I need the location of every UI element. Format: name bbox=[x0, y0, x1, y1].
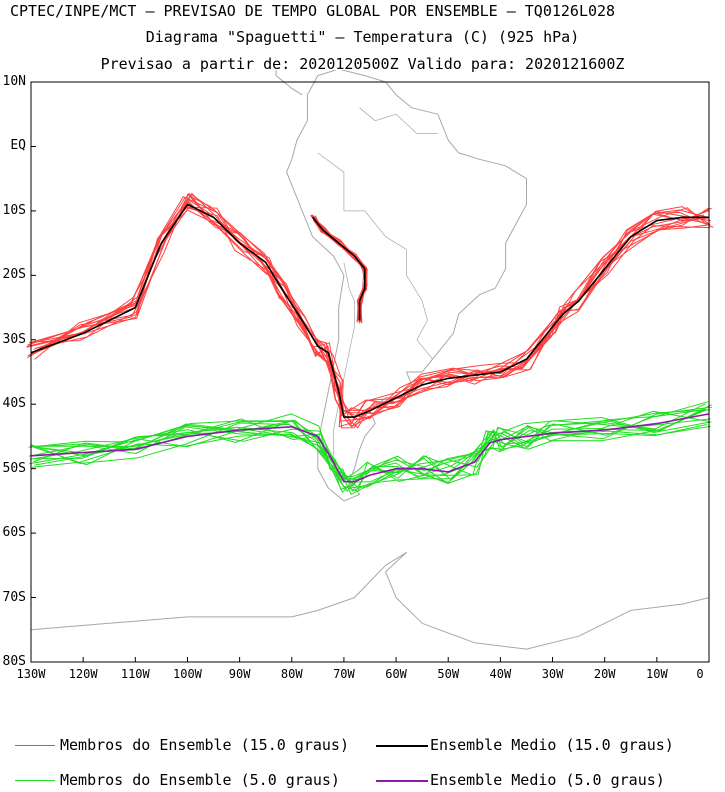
coast-central-america bbox=[275, 70, 303, 96]
lat-label: 10N bbox=[2, 74, 26, 89]
lon-label: 120W bbox=[68, 667, 98, 681]
lon-label: 80W bbox=[280, 667, 303, 681]
legend-swatch-members-15 bbox=[15, 745, 55, 746]
member-5-contour bbox=[31, 409, 711, 481]
lat-label: 20S bbox=[2, 267, 26, 283]
legend-swatch-mean-5 bbox=[376, 780, 428, 782]
member-15-contour bbox=[34, 193, 710, 412]
coast-antarctica bbox=[30, 551, 710, 650]
member-15-andes-contour bbox=[309, 215, 367, 318]
header-title-line1: CPTEC/INPE/MCT – PREVISAO DE TEMPO GLOBA… bbox=[10, 2, 616, 20]
member-15-andes-contour bbox=[311, 214, 365, 321]
lat-label: EQ bbox=[10, 138, 26, 154]
lon-label: 70W bbox=[333, 667, 355, 681]
lat-label: 50S bbox=[2, 460, 26, 476]
axis-ticks bbox=[30, 81, 710, 663]
legend-label-members-5: Membros do Ensemble (5.0 graus) bbox=[60, 771, 340, 789]
member-15-contour bbox=[30, 196, 710, 428]
coast-south-america bbox=[286, 70, 527, 502]
lat-label: 70S bbox=[2, 589, 26, 605]
lon-label: 100W bbox=[173, 667, 202, 681]
country-border bbox=[317, 152, 433, 360]
mean-layer bbox=[30, 203, 710, 483]
header-title-line2: Diagrama "Spaguetti" – Temperatura (C) (… bbox=[145, 28, 580, 46]
member-5-contour bbox=[33, 408, 706, 492]
lon-label: 20W bbox=[593, 667, 616, 681]
lon-label: 30W bbox=[541, 667, 564, 681]
member-15-contour bbox=[35, 209, 707, 429]
lon-label: 50W bbox=[437, 667, 460, 681]
lon-label: 90W bbox=[228, 667, 251, 681]
member-15-contour bbox=[33, 200, 705, 417]
member-15-contour bbox=[30, 193, 711, 428]
lon-label: 10W bbox=[646, 667, 668, 681]
member-15-contour bbox=[27, 206, 714, 416]
lon-label: 40W bbox=[489, 667, 512, 681]
legend-label-members-15: Membros do Ensemble (15.0 graus) bbox=[60, 736, 349, 754]
member-15-contour bbox=[29, 206, 707, 414]
member-5-contour bbox=[34, 419, 711, 490]
lat-label: 10S bbox=[2, 202, 26, 218]
member-5-contour bbox=[32, 420, 712, 489]
mean-15-andes-contour bbox=[311, 216, 366, 321]
legend-swatch-members-5 bbox=[15, 780, 55, 781]
member-15-contour bbox=[30, 196, 711, 426]
lon-label: 0 bbox=[696, 667, 704, 681]
lat-label: 40S bbox=[2, 396, 26, 412]
lon-label: 60W bbox=[385, 667, 407, 681]
header-title-line3: Previsao a partir de: 2020120500Z Valido… bbox=[100, 55, 625, 73]
country-border bbox=[333, 262, 355, 456]
member-15-contour bbox=[27, 193, 705, 422]
legend-label-mean-15: Ensemble Medio (15.0 graus) bbox=[430, 736, 674, 754]
lat-label: 80S bbox=[2, 654, 26, 669]
member-15-contour bbox=[30, 202, 711, 419]
lat-label: 30S bbox=[2, 331, 26, 347]
legend-label-mean-5: Ensemble Medio (5.0 graus) bbox=[430, 771, 665, 789]
member-5-contour bbox=[31, 403, 706, 488]
lon-label: 110W bbox=[120, 667, 150, 681]
member-5-contour bbox=[31, 409, 708, 484]
map-frame bbox=[30, 81, 710, 663]
member-15-contour bbox=[27, 203, 709, 421]
ensemble-map bbox=[26, 70, 714, 663]
country-border bbox=[359, 107, 438, 134]
mean-15-contour bbox=[30, 203, 709, 418]
member-5-contour bbox=[32, 401, 709, 493]
mean-5-contour bbox=[30, 413, 710, 483]
coastline-layer bbox=[30, 70, 710, 650]
lat-label: 60S bbox=[2, 525, 26, 541]
member-5-contour bbox=[33, 408, 707, 484]
member-5-contour bbox=[30, 422, 708, 492]
legend-swatch-mean-15 bbox=[376, 745, 428, 747]
lon-label: 130W bbox=[16, 667, 46, 681]
